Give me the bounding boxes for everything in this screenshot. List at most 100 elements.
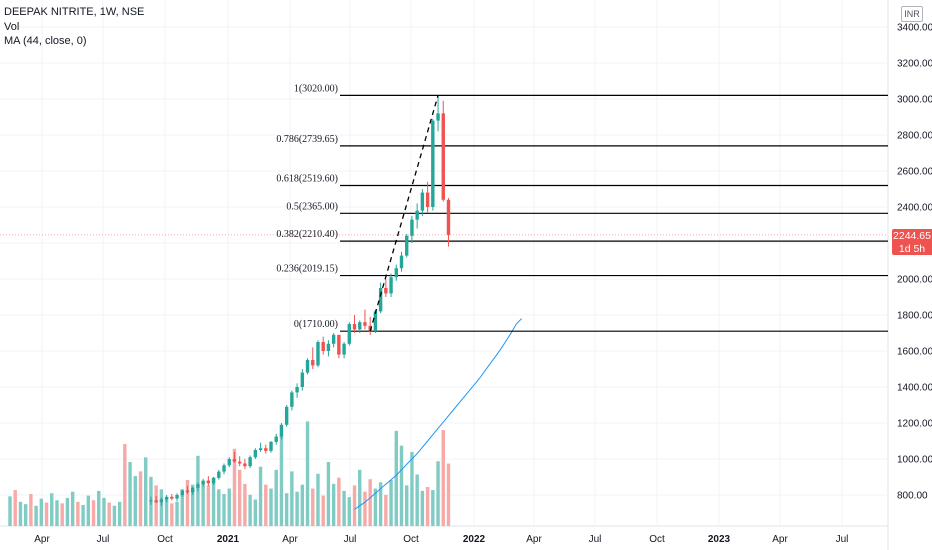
volume-bar [65, 497, 70, 526]
volume-bar [227, 488, 231, 526]
price-tick-label: 3400.00 [897, 23, 932, 34]
candle-body [264, 448, 268, 451]
time-tick-label: 2022 [463, 534, 486, 545]
volume-bar [405, 485, 409, 526]
fib-trend-line [369, 95, 439, 332]
volume-bar [441, 430, 445, 526]
volume-bar [389, 479, 393, 526]
price-tick-label: 1000.00 [897, 455, 932, 466]
volume-bar [133, 476, 137, 526]
price-tick-label: 800.00 [897, 491, 928, 502]
volume-bar [358, 469, 362, 526]
volume-bar [18, 501, 23, 526]
candle-body [243, 463, 247, 467]
fib-level-label: 0.236(2019.15) [276, 264, 338, 275]
symbol-title: DEEPAK NITRITE, 1W, NSE [4, 6, 145, 18]
volume-bar [154, 485, 158, 526]
volume-bar [274, 469, 278, 526]
candle-body [425, 192, 430, 207]
fib-level-label: 0.5(2365.00) [286, 201, 338, 212]
volume-bar [368, 479, 372, 526]
candle-body [368, 325, 372, 332]
volume-bar [352, 485, 357, 526]
candle-body [337, 334, 341, 355]
time-tick-label: Oct [649, 534, 665, 545]
volume-bar [446, 463, 451, 526]
volume-bar [107, 502, 111, 526]
volume-bar [378, 482, 383, 526]
candle-body [399, 255, 404, 269]
candle-body [196, 484, 200, 488]
candle-body [431, 120, 435, 207]
fib-level-label: 0.382(2210.40) [276, 229, 338, 240]
time-tick-label: Oct [403, 534, 419, 545]
time-tick-label: Jul [97, 534, 110, 545]
volume-bar [326, 462, 331, 526]
candle-body [405, 235, 409, 256]
time-tick-label: 2023 [708, 534, 731, 545]
volume-bar [76, 501, 80, 526]
volume-bar [117, 501, 122, 526]
candle-body [149, 500, 153, 502]
volume-bar [39, 498, 44, 526]
volume-bar [8, 496, 12, 526]
price-tick-label: 3200.00 [897, 59, 932, 70]
volume-bar [81, 504, 85, 526]
volume-indicator-label[interactable]: Vol [4, 20, 20, 33]
candle-body [389, 277, 393, 294]
price-tick-label: 3000.00 [897, 95, 932, 106]
fib-level-label: 0.786(2739.65) [276, 134, 338, 145]
candle-body [363, 322, 367, 326]
volume-bar [112, 505, 117, 526]
candle-body [237, 461, 242, 464]
volume-bar [23, 504, 28, 526]
candle-body [358, 322, 362, 330]
fib-level-label: 1(3020.00) [294, 83, 338, 94]
price-tick-label: 2400.00 [897, 203, 932, 214]
candle-body [378, 288, 383, 312]
last-price-label: 2244.65 1d 5h [892, 229, 932, 255]
candle-body [326, 343, 331, 351]
volume-bar [337, 477, 341, 526]
candle-body [342, 343, 346, 355]
volume-bar [331, 483, 336, 526]
volume-bar [232, 448, 237, 526]
candle-body [206, 480, 211, 484]
volume-bar [420, 490, 425, 526]
volume-bar [347, 497, 351, 526]
candle-body [180, 490, 184, 495]
volume-bar [175, 501, 179, 526]
volume-bar [97, 490, 101, 526]
ma-indicator-label[interactable]: MA (44, close, 0) [4, 35, 87, 47]
candle-body [248, 457, 252, 467]
last-price-value: 2244.65 [893, 230, 931, 242]
volume-bar [91, 500, 96, 526]
volume-bar [159, 489, 164, 526]
time-tick-label: Apr [282, 534, 298, 545]
candle-body [164, 496, 169, 500]
candle-body [175, 495, 179, 499]
currency-button[interactable]: INR [901, 6, 923, 22]
volume-bar [264, 484, 268, 526]
volume-bar [311, 488, 315, 526]
volume-bar [201, 482, 205, 526]
candle-body [269, 441, 273, 451]
volume-bar [144, 457, 148, 526]
volume-bar [29, 494, 33, 526]
volume-bar [170, 503, 174, 526]
volume-bar [253, 499, 258, 526]
candle-body [300, 372, 305, 387]
volume-bar [102, 497, 106, 526]
fib-level-label: 0(1710.00) [294, 319, 338, 330]
candle-body [154, 500, 158, 503]
candle-body [185, 490, 190, 493]
volume-bar [258, 466, 263, 526]
time-tick-label: Apr [772, 534, 788, 545]
candle-body [436, 113, 440, 121]
candle-body [232, 459, 237, 462]
time-tick-label: Apr [526, 534, 542, 545]
volume-bar [70, 491, 75, 526]
volume-bar [279, 433, 284, 526]
volume-bar [191, 484, 195, 526]
